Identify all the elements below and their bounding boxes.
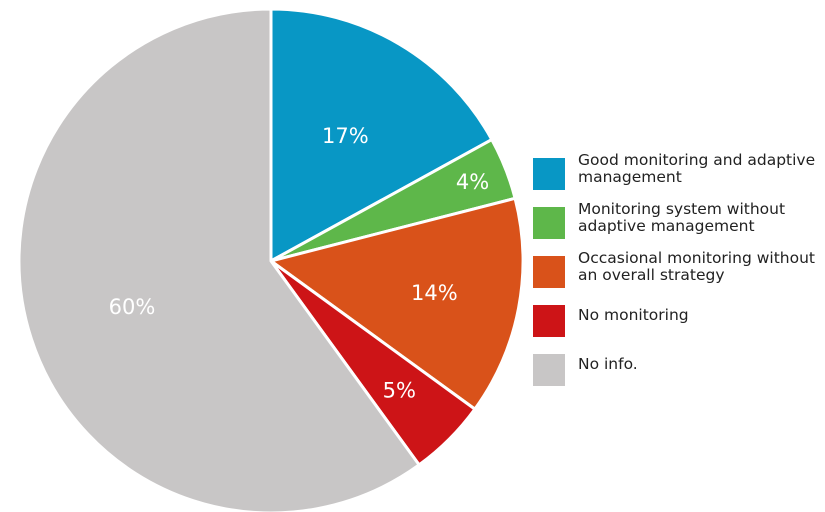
legend-label: Good monitoring and adaptive management (578, 151, 816, 186)
slice-value-label: 17% (322, 124, 369, 148)
legend-swatch (533, 207, 565, 239)
legend-label: No monitoring (578, 306, 689, 324)
slice-good-monitoring (269, 7, 494, 263)
legend-item-monitoring-system: Monitoring system without adaptive manage… (533, 201, 823, 250)
legend-swatch (533, 158, 565, 190)
slice-value-label: 14% (411, 281, 458, 305)
legend-label: Occasional monitoring without an overall … (578, 249, 815, 284)
slice-occasional-monitoring (269, 196, 525, 411)
slice-no-info (17, 7, 421, 512)
legend: Good monitoring and adaptive management M… (533, 152, 823, 397)
legend-item-occasional-monitoring: Occasional monitoring without an overall … (533, 250, 823, 299)
slice-value-label: 4% (456, 170, 489, 194)
legend-item-no-info: No info. (533, 348, 823, 397)
slice-value-label: 5% (383, 378, 416, 402)
legend-label: Monitoring system without adaptive manage… (578, 200, 786, 235)
slice-value-label: 60% (109, 295, 156, 319)
legend-swatch (533, 354, 565, 386)
legend-swatch (533, 305, 565, 337)
legend-swatch (533, 256, 565, 288)
legend-label: No info. (578, 355, 638, 373)
legend-item-no-monitoring: No monitoring (533, 299, 823, 348)
legend-item-good-monitoring: Good monitoring and adaptive management (533, 152, 823, 201)
